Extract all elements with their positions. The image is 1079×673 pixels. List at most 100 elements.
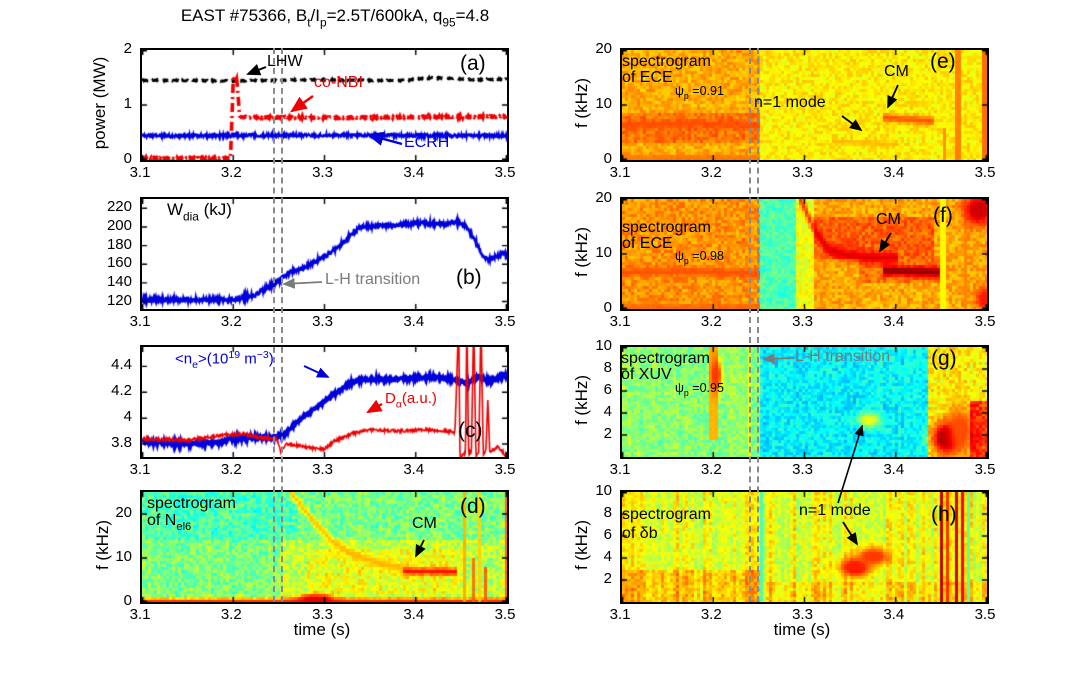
y-tick-label: 10 [595,482,612,499]
ecrh-label: ECRH [404,134,450,151]
x-tick-label: 3.4 [883,606,905,623]
panel-h-spectrogram [622,492,987,602]
y-tick-label: 180 [106,235,132,253]
spectrogram-label-h: spectrogram [622,506,711,523]
y-tick-label: 6 [603,381,612,398]
panel-b-plot [142,199,507,309]
lh-transition-label: L-H transition [325,271,421,288]
x-tick-label: 3.2 [220,313,242,330]
y-tick-label: 140 [106,272,132,290]
x-tick-label: 3.1 [609,313,631,330]
cm-label-e: CM [884,63,909,80]
y-tick-label: 2 [603,570,612,587]
y-tick-label: 4 [123,408,132,426]
time-axis-label: time (s) [293,620,351,639]
y-tick-label: 1 [123,95,132,112]
lh-transition-dashed-line [749,48,751,602]
y-tick-label: 0 [123,150,132,167]
panel-g [620,345,989,459]
x-tick-label: 3.3 [792,313,813,330]
x-tick-label: 3.5 [494,164,516,181]
psi-p-value-g: ψp =0.95 [675,381,724,398]
wdia-label: Wdia (kJ) [167,200,232,224]
panel-tag-g: (g) [931,347,957,370]
panel-d [140,490,509,604]
ne-label: <ne>(1019 m−3) [175,349,274,371]
x-tick-label: 3.5 [974,606,996,623]
panel-d-spectrogram [142,492,507,602]
panel-f [620,197,989,311]
n1-mode-label-h: n=1 mode [799,502,871,519]
x-tick-label: 3.4 [403,313,425,330]
y-tick-label: 4.4 [111,356,132,374]
y-tick-label: 4 [603,403,612,420]
x-tick-label: 3.1 [129,164,151,181]
x-tick-label: 3.2 [220,164,242,181]
panel-tag-b: (b) [456,266,482,289]
d-alpha-label: Dα(a.u.) [385,390,437,411]
time-axis-label: time (s) [773,620,831,639]
x-tick-label: 3.2 [700,606,722,623]
n1-mode-label-e: n=1 mode [754,94,826,111]
cm-label-f: CM [876,211,901,228]
x-tick-label: 3.2 [220,606,242,623]
title-part: =4.8 [455,6,490,25]
y-tick-label: 20 [595,189,612,206]
x-tick-label: 3.1 [609,606,631,623]
spectrogram-signal-f: of ECE [622,235,673,252]
x-tick-label: 3.5 [974,313,996,330]
spectrogram-signal-e: of ECE [622,69,673,86]
title-part: /I [310,6,320,25]
figure-title: EAST #75366, Bt/Ip=2.5T/600kA, q95=4.8 [120,6,550,29]
y-tick-label: 20 [115,504,132,521]
x-tick-label: 3.5 [494,461,516,478]
panel-tag-h: (h) [931,503,957,526]
panel-tag-a: (a) [460,52,486,75]
y-tick-label: 2 [603,425,612,442]
x-tick-label: 3.4 [883,313,905,330]
y-tick-label: 0 [603,299,612,316]
x-tick-label: 3.1 [129,606,151,623]
x-tick-label: 3.5 [494,606,516,623]
y-tick-label: 6 [603,526,612,543]
x-tick-label: 3.2 [700,313,722,330]
x-tick-label: 3.4 [883,164,905,181]
panel-tag-f: (f) [933,204,953,227]
y-tick-label: 4 [603,548,612,565]
psi-p-value-f: ψp =0.98 [675,249,724,266]
spectrogram-label-e: spectrogram [622,53,711,70]
panel-g-spectrogram [622,347,987,457]
title-subscript: t [307,15,311,30]
x-tick-label: 3.2 [700,461,722,478]
y-tick-label: 8 [603,504,612,521]
x-tick-label: 3.1 [129,313,151,330]
y-tick-label: 4.2 [111,382,132,400]
panel-a-plot [142,50,507,160]
panel-e-spectrogram [622,50,987,160]
y-tick-label: 8 [603,359,612,376]
spectrogram-signal-g: of XUV [621,366,672,383]
y-tick-label: 10 [595,337,612,354]
co-nbi-label: co-NBI [314,74,363,91]
title-part: EAST #75366, B [180,6,308,25]
x-tick-label: 3.1 [609,164,631,181]
lh-transition-label-g: L-H transition [795,348,891,365]
spectrogram-label-g: spectrogram [621,350,710,367]
x-tick-label: 3.5 [494,313,516,330]
cm-label-d: CM [412,515,437,532]
y-tick-label: 0 [123,592,132,609]
y-tick-label: 220 [106,198,132,216]
panel-tag-d: (d) [460,495,486,518]
x-tick-label: 3.2 [700,164,722,181]
lh-transition-dashed-line [757,48,759,602]
x-tick-label: 3.3 [312,606,333,623]
x-tick-label: 3.2 [220,461,242,478]
x-tick-label: 3.1 [129,461,151,478]
y-tick-label: 2 [123,40,132,57]
lhw-label: LHW [267,53,303,70]
spectrogram-signal-h: of δb [622,525,658,542]
y-tick-label: 0 [603,150,612,167]
title-subscript: p [319,15,327,30]
x-tick-label: 3.4 [883,461,905,478]
